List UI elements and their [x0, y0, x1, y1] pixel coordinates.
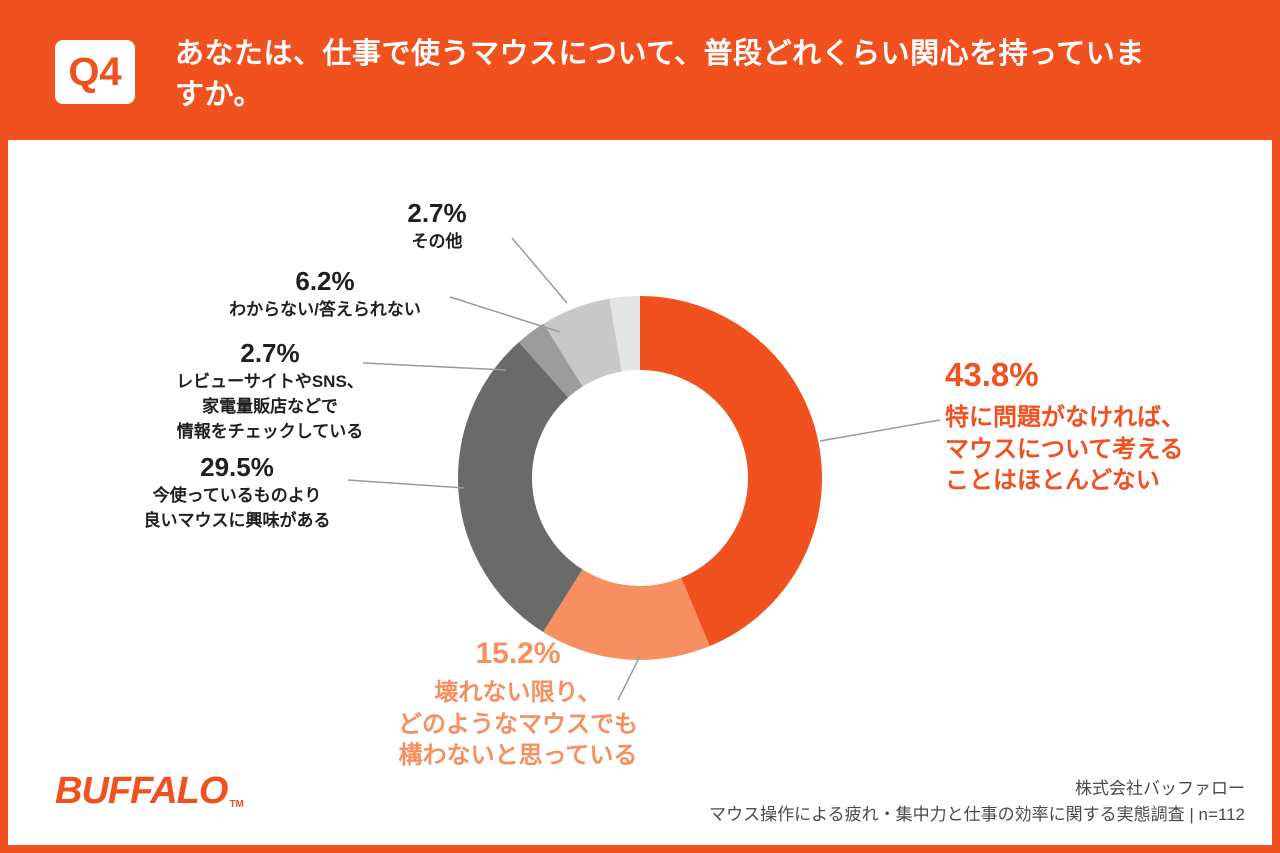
- callout-any-mouse: 15.2% 壊れない限り、 どのようなマウスでも 構わないと思っている: [353, 637, 683, 772]
- callout-other: 2.7% その他: [337, 198, 537, 254]
- company-name: 株式会社バッファロー: [1075, 779, 1245, 798]
- callout-interested-label: 良いマウスに興味がある: [143, 510, 331, 530]
- callout-any-mouse-pct: 15.2%: [475, 637, 561, 670]
- leader-line-check-info: [362, 362, 507, 371]
- question-number-badge: Q4: [55, 40, 135, 104]
- callout-interested-label: 今使っているものより: [152, 486, 322, 505]
- callout-any-mouse-label: 構わないと思っている: [398, 742, 638, 770]
- callout-any-mouse-label: 壊れない限り、: [434, 679, 602, 706]
- callout-dont-know-label: わからない/答えられない: [229, 300, 421, 319]
- callout-interested: 29.5% 今使っているものより 良いマウスに興味がある: [87, 452, 387, 533]
- callout-no-problem-label: 特に問題がなければ、: [945, 404, 1185, 431]
- donut-segment-1: [458, 296, 822, 660]
- leader-line-any-mouse: [617, 655, 641, 701]
- source-attribution: 株式会社バッファロー マウス操作による疲れ・集中力と仕事の効率に関する実態調査 …: [709, 776, 1245, 829]
- chart-card: 2.7% その他 6.2% わからない/答えられない 2.7% レビューサイトや…: [8, 140, 1272, 845]
- trademark-symbol: TM: [229, 799, 244, 810]
- callout-check-info-pct: 2.7%: [240, 338, 300, 368]
- callout-check-info-label: 情報をチェックしている: [176, 421, 364, 441]
- donut-chart: [347, 237, 941, 701]
- callout-check-info-label: レビューサイトやSNS、: [176, 372, 364, 391]
- question-title: あなたは、仕事で使うマウスについて、普段どれくらい関心を持っていますか。: [175, 38, 1145, 111]
- callout-check-info: 2.7% レビューサイトやSNS、 家電量販店などで 情報をチェックしている: [110, 338, 430, 444]
- callout-check-info-label: 家電量販店などで: [202, 396, 338, 416]
- leader-line-dont-know: [449, 296, 561, 333]
- leader-line-interested: [347, 479, 465, 489]
- buffalo-logo: BUFFALO TM: [55, 770, 244, 813]
- callout-dont-know-pct: 6.2%: [295, 266, 355, 296]
- callout-other-label: その他: [411, 232, 463, 251]
- donut-segment-5: [458, 296, 822, 660]
- callout-interested-pct: 29.5%: [200, 452, 274, 482]
- leader-line-other: [511, 237, 568, 304]
- callout-no-problem-label: マウスについて考える: [945, 435, 1184, 463]
- leader-line-no-problem: [819, 419, 941, 442]
- callout-no-problem-pct: 43.8%: [945, 356, 1039, 393]
- donut-segment-2: [458, 296, 822, 660]
- callout-no-problem-label: ことはほとんどない: [945, 467, 1160, 495]
- callout-any-mouse-label: どのようなマウスでも: [398, 710, 638, 738]
- leader-lines: [347, 237, 941, 701]
- survey-name: マウス操作による疲れ・集中力と仕事の効率に関する実態調査 | n=112: [709, 805, 1245, 825]
- donut-segments: [458, 296, 822, 660]
- question-header: Q4 あなたは、仕事で使うマウスについて、普段どれくらい関心を持っていますか。: [0, 0, 1280, 140]
- callout-other-pct: 2.7%: [407, 198, 467, 228]
- callout-no-problem: 43.8% 特に問題がなければ、 マウスについて考える ことはほとんどない: [945, 356, 1275, 497]
- buffalo-logo-text: BUFFALO: [55, 770, 228, 812]
- callout-dont-know: 6.2% わからない/答えられない: [175, 266, 475, 322]
